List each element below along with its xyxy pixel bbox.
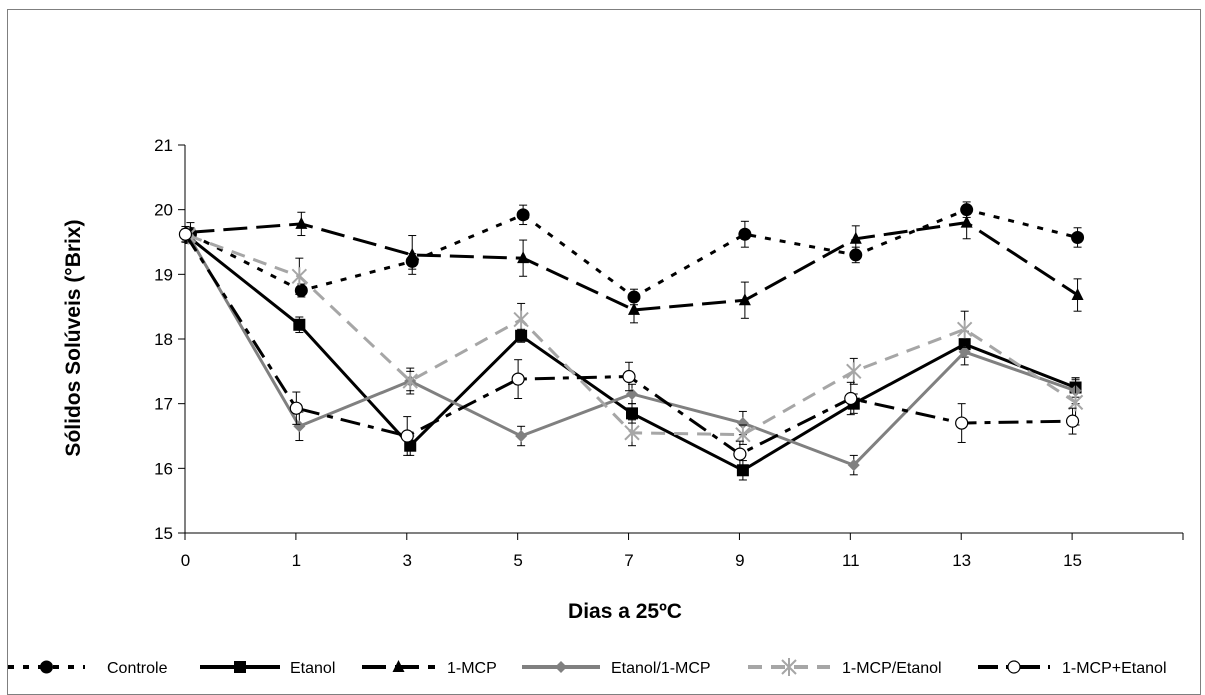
data-point (400, 429, 414, 443)
x-tick-label: 0 (181, 551, 190, 570)
data-point (293, 420, 306, 433)
y-axis-title: Sólidos Solúveis (°Brix) (62, 219, 85, 456)
y-tick-label: 16 (154, 459, 173, 478)
data-point (294, 284, 308, 297)
data-point (289, 401, 303, 415)
plot-area (178, 201, 1085, 481)
axes (178, 144, 1184, 540)
legend: Controle Etanol 1-MCP Etanol/1-MCP 1-MCP/Eta… (8, 658, 1167, 677)
data-point (960, 215, 973, 228)
x-tick-label: 5 (513, 551, 522, 570)
data-point (956, 320, 973, 339)
data-point (406, 247, 419, 260)
x-tick-label: 1 (292, 551, 301, 570)
legend-item-1-MCP: 1-MCP (362, 660, 497, 677)
data-point (402, 372, 418, 391)
series-1-MCP (184, 205, 1084, 324)
data-point (849, 231, 862, 244)
legend-label: Etanol (290, 660, 335, 677)
series-line (190, 221, 1079, 312)
data-point (781, 658, 797, 676)
legend-item-Etanol: Etanol (200, 660, 335, 677)
legend-item-Controle: Controle (8, 660, 168, 677)
x-axis-title: Dias a 25ºC (568, 600, 682, 623)
y-tick-label: 21 (154, 136, 173, 155)
data-point (844, 391, 858, 406)
legend-item-1-MCP+Etanol: 1-MCP+Etanol (978, 660, 1167, 677)
x-tick-label: 11 (842, 551, 860, 570)
legend-label: 1-MCP+Etanol (1062, 660, 1167, 677)
x-tick-label: 13 (952, 551, 971, 570)
series-Controle (183, 201, 1085, 306)
data-point (234, 661, 246, 673)
y-tick-label: 15 (154, 524, 173, 543)
data-point (40, 660, 53, 674)
data-point (738, 293, 751, 306)
legend-item-Etanol/1-MCP: Etanol/1-MCP (522, 660, 711, 677)
y-tick-label: 20 (154, 201, 173, 220)
data-point (1007, 660, 1021, 674)
data-point (624, 423, 640, 442)
data-point (515, 430, 528, 442)
data-point (1065, 414, 1080, 428)
legend-label: Etanol/1-MCP (611, 660, 711, 677)
data-point (295, 216, 308, 229)
data-point (293, 318, 306, 331)
data-point (626, 387, 638, 400)
data-point (392, 660, 405, 672)
data-point (628, 302, 640, 315)
x-tick-label: 7 (624, 551, 633, 570)
data-point (513, 310, 529, 329)
legend-label: Controle (107, 660, 168, 677)
x-tick-label: 9 (735, 551, 744, 570)
data-point (516, 208, 530, 222)
legend-label: 1-MCP (447, 660, 497, 677)
y-tick-label: 17 (154, 395, 173, 414)
series-1-MCP+Etanol (178, 225, 1080, 468)
data-point (511, 372, 525, 386)
data-point (733, 447, 747, 461)
data-point (955, 416, 969, 430)
data-point (622, 369, 636, 384)
legend-label: 1-MCP/Etanol (842, 660, 942, 677)
data-point (736, 464, 749, 477)
data-point (846, 362, 862, 381)
x-tick-label: 15 (1063, 551, 1082, 570)
data-point (517, 251, 530, 264)
data-point (738, 227, 752, 241)
series-line (189, 208, 1078, 299)
x-tick-labels: 0 1 3 5 7 9 11 13 15 (181, 551, 1082, 570)
data-point (736, 417, 749, 430)
legend-item-1-MCP/Etanol: 1-MCP/Etanol (748, 658, 942, 677)
data-point (1071, 288, 1084, 301)
data-point (1071, 230, 1085, 244)
y-tick-label: 18 (154, 330, 173, 349)
y-tick-labels: 15 16 17 18 19 20 21 (154, 136, 173, 543)
data-point (291, 267, 308, 286)
data-point (958, 345, 971, 358)
data-point (847, 459, 860, 472)
data-point (626, 407, 638, 420)
y-tick-label: 19 (154, 265, 173, 284)
data-point (178, 227, 193, 241)
x-tick-label: 3 (402, 551, 411, 570)
data-point (555, 661, 567, 673)
